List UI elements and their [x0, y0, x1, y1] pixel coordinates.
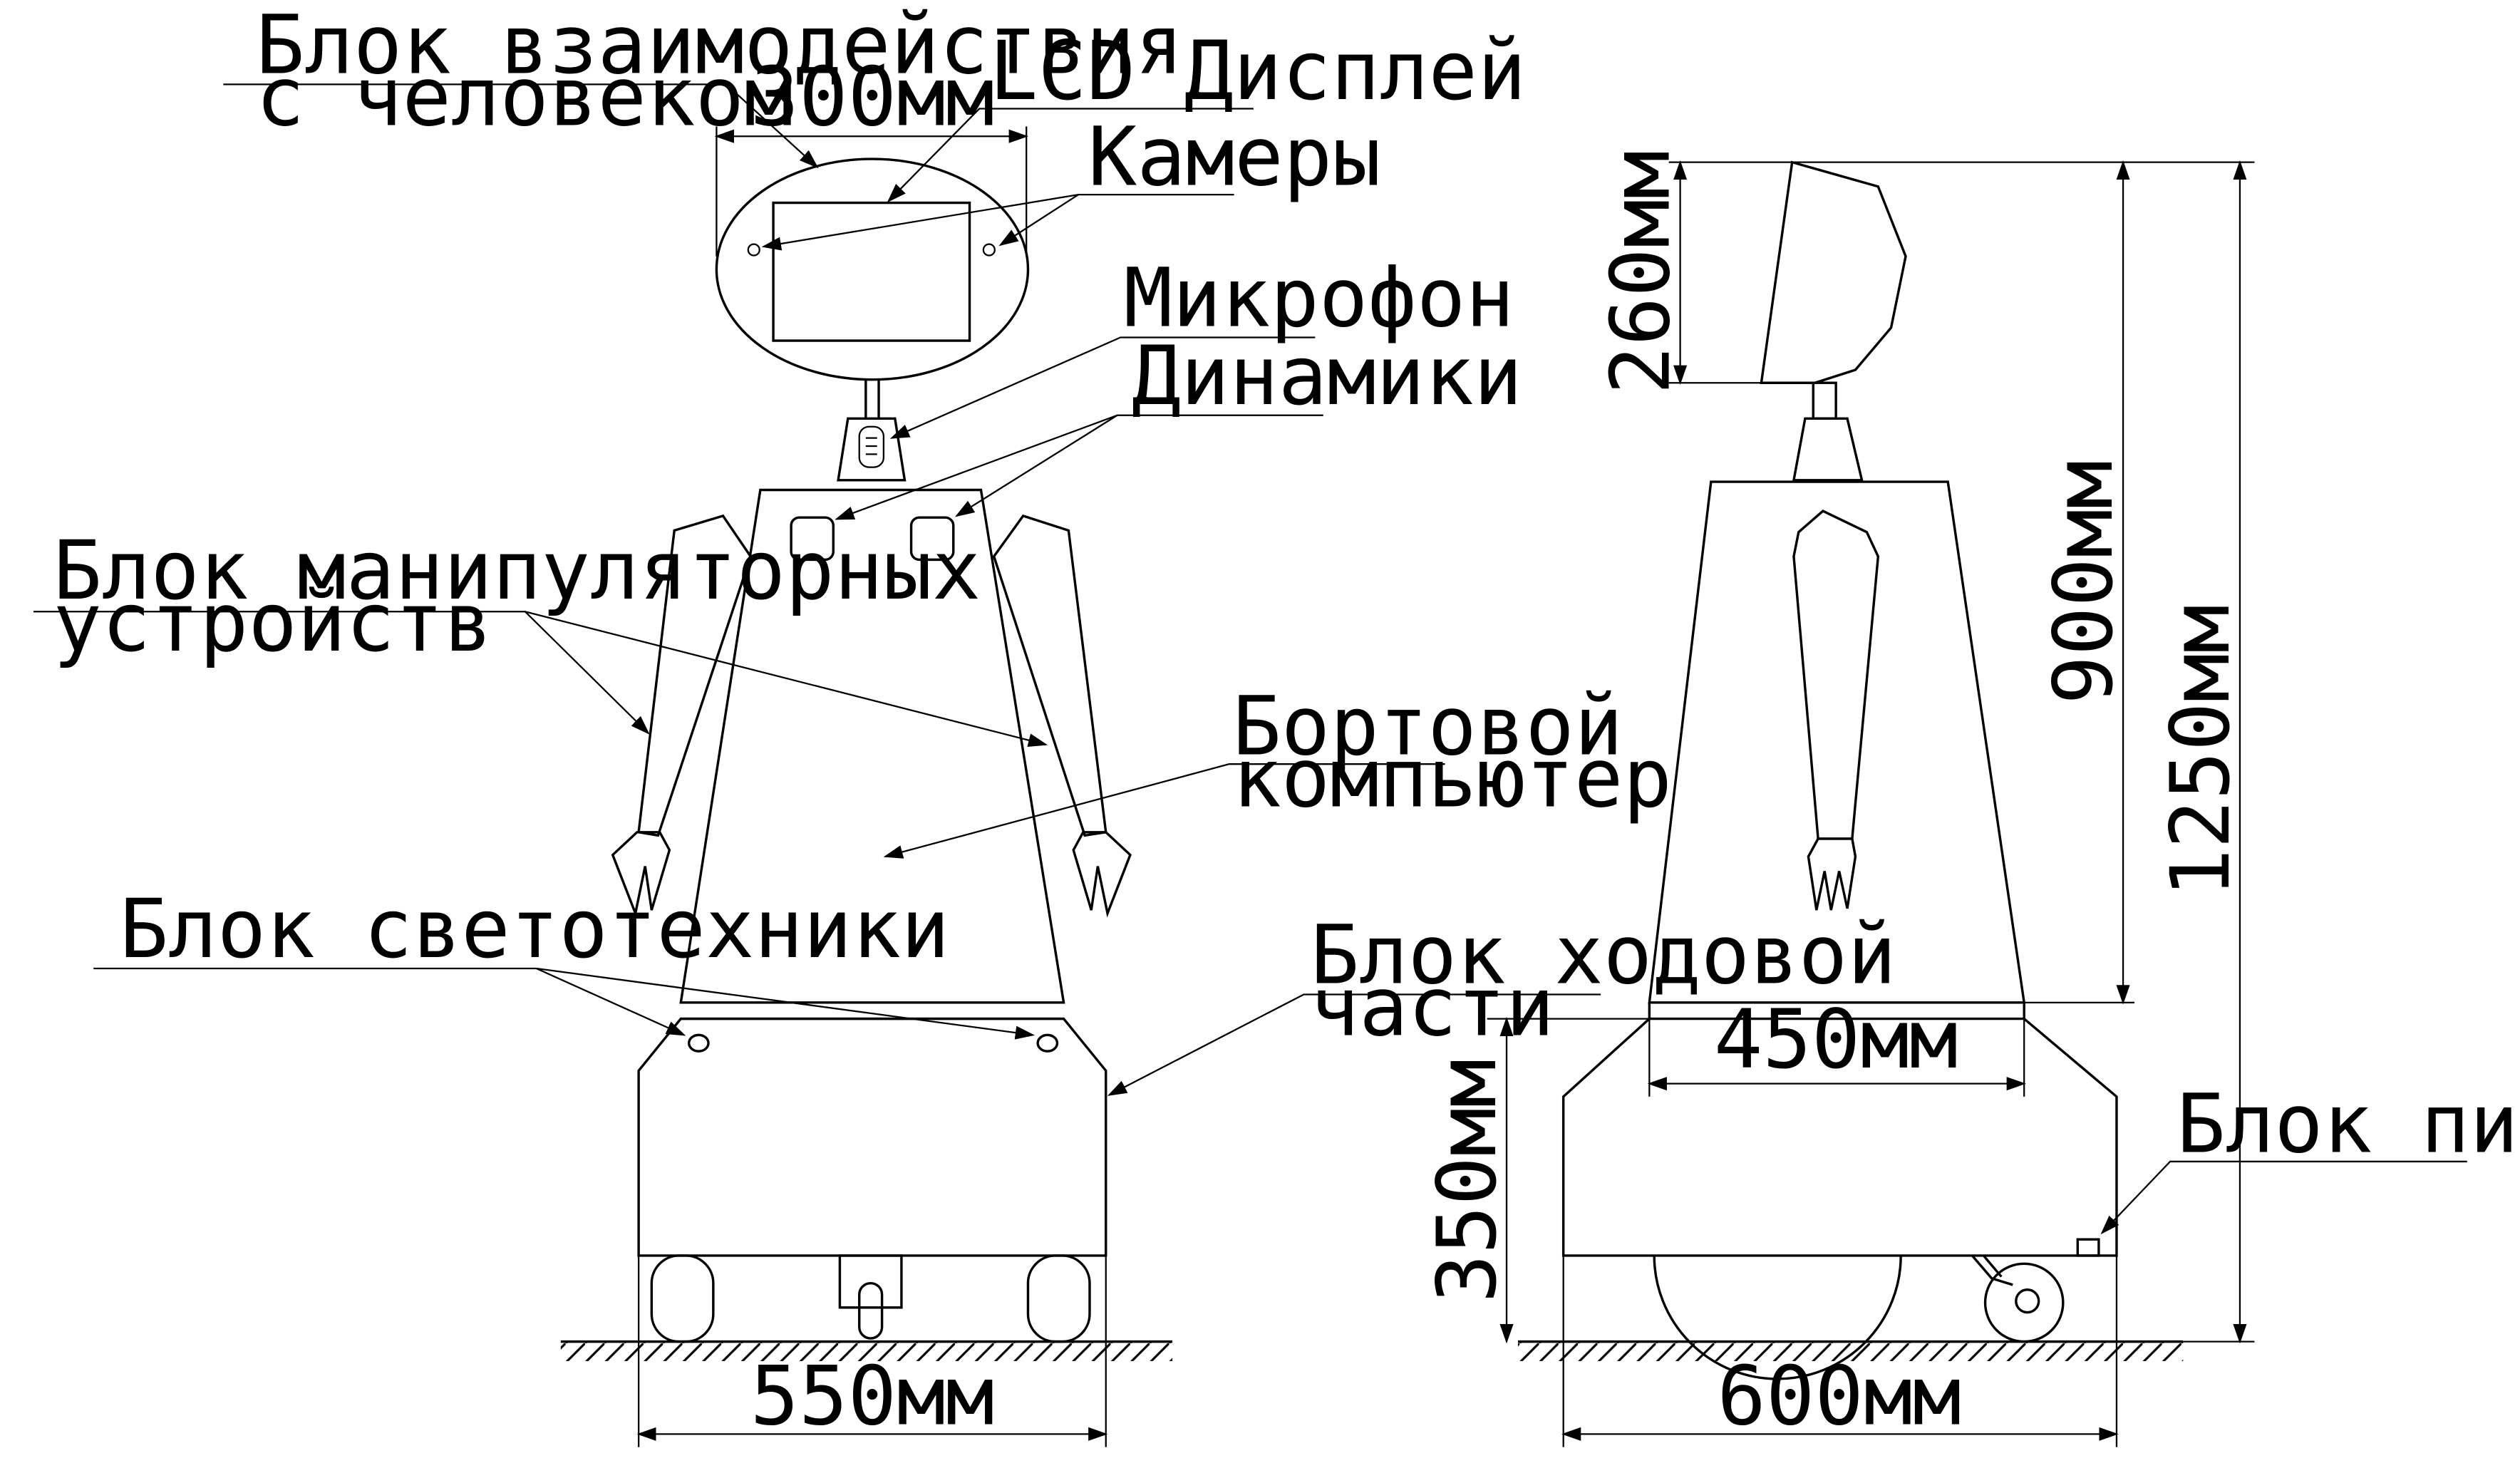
dim-chassis-height: 350мм	[1420, 1016, 1650, 1344]
label-interaction-block-1: Блок взаимодействия	[256, 0, 1184, 92]
camera-left-icon	[747, 243, 760, 257]
callout-chassis-block: Блок ходовой части	[1107, 908, 1896, 1096]
label-manipulator-block-2: устройств	[53, 575, 492, 670]
dim-base-width-side-label: 600мм	[1717, 1349, 1961, 1444]
microphone-icon	[858, 425, 885, 468]
front-view: 300мм 550мм Блок взаимодействия с челове…	[33, 0, 1896, 1447]
camera-right-icon	[982, 243, 996, 257]
callout-speakers: Динамики	[835, 329, 1522, 520]
side-ground	[1517, 1340, 2184, 1361]
dim-head-width-label: 300мм	[750, 49, 995, 144]
label-chassis-block-2: части	[1311, 959, 1555, 1054]
lcd-display-screen	[772, 201, 971, 342]
label-microphone: Микрофон	[1124, 251, 1514, 346]
dim-body-bottom-width: 450мм	[1647, 992, 2026, 1097]
dim-base-width-side: 600мм	[1561, 1255, 2119, 1447]
speaker-right-icon	[909, 516, 955, 562]
front-caster	[838, 1254, 903, 1309]
callout-power-block: Блок питания	[2100, 1076, 2520, 1235]
front-wheel-left	[650, 1254, 715, 1343]
dim-total-height: 1250мм	[2134, 160, 2255, 1344]
label-chassis-block-1: Блок ходовой	[1311, 908, 1896, 1003]
label-onboard-computer-1: Бортовой	[1232, 679, 1623, 774]
light-right-icon	[1036, 1033, 1059, 1053]
dim-body-height: 900мм	[1802, 160, 2134, 1005]
label-lighting-block: Блок светотехники	[120, 882, 950, 976]
label-onboard-computer-2: компьютер	[1232, 730, 1672, 825]
dim-head-height-label: 260мм	[1594, 150, 1688, 395]
side-head	[1760, 160, 1907, 384]
label-power-block: Блок питания	[2176, 1076, 2520, 1171]
front-wheel-right	[1026, 1254, 1091, 1343]
callout-microphone: Микрофон	[889, 251, 1514, 439]
callout-lighting-block: Блок светотехники	[93, 882, 1036, 1040]
front-neck	[837, 379, 907, 482]
dim-base-width-front-label: 550мм	[750, 1349, 995, 1444]
callout-lcd-display: LCD Дисплей	[887, 24, 1527, 203]
power-block-icon	[2076, 1238, 2100, 1257]
light-left-icon	[687, 1033, 710, 1053]
side-neck	[1792, 381, 1864, 482]
callout-manipulator-block: Блок манипуляторных устройств	[33, 523, 1048, 748]
front-head	[715, 157, 1030, 381]
front-arm-right	[992, 514, 1132, 918]
label-lcd-display: LCD Дисплей	[989, 24, 1527, 118]
dim-base-width-front: 550мм	[636, 1255, 1108, 1447]
dim-total-height-label: 1250мм	[2153, 604, 2248, 897]
side-arm	[1792, 510, 1880, 840]
callout-cameras: Камеры	[761, 110, 1381, 251]
dim-head-height: 260мм	[1594, 150, 1802, 395]
callout-interaction-block: Блок взаимодействия с человеком	[223, 0, 1184, 169]
label-speakers: Динамики	[1132, 329, 1522, 423]
side-caster	[1971, 1254, 2065, 1343]
dim-body-height-label: 900мм	[2036, 460, 2131, 705]
dim-chassis-height-label: 350мм	[1420, 1059, 1514, 1303]
speaker-left-icon	[790, 516, 835, 562]
dim-body-bottom-width-label: 450мм	[1714, 992, 1958, 1087]
front-torso	[679, 488, 1065, 1004]
side-view: 260мм 900мм 1250мм 350мм 450мм	[1420, 150, 2520, 1447]
front-arm-left	[611, 514, 753, 918]
side-drive-wheel	[1653, 1255, 1902, 1380]
dim-head-width: 300мм	[714, 49, 1028, 257]
label-manipulator-block-1: Блок манипуляторных	[53, 523, 981, 618]
label-interaction-block-2: с человеком	[256, 49, 793, 144]
label-cameras: Камеры	[1088, 110, 1381, 205]
callout-onboard-computer: Бортовой компьютер	[883, 679, 1672, 859]
front-chassis	[637, 1017, 1107, 1343]
